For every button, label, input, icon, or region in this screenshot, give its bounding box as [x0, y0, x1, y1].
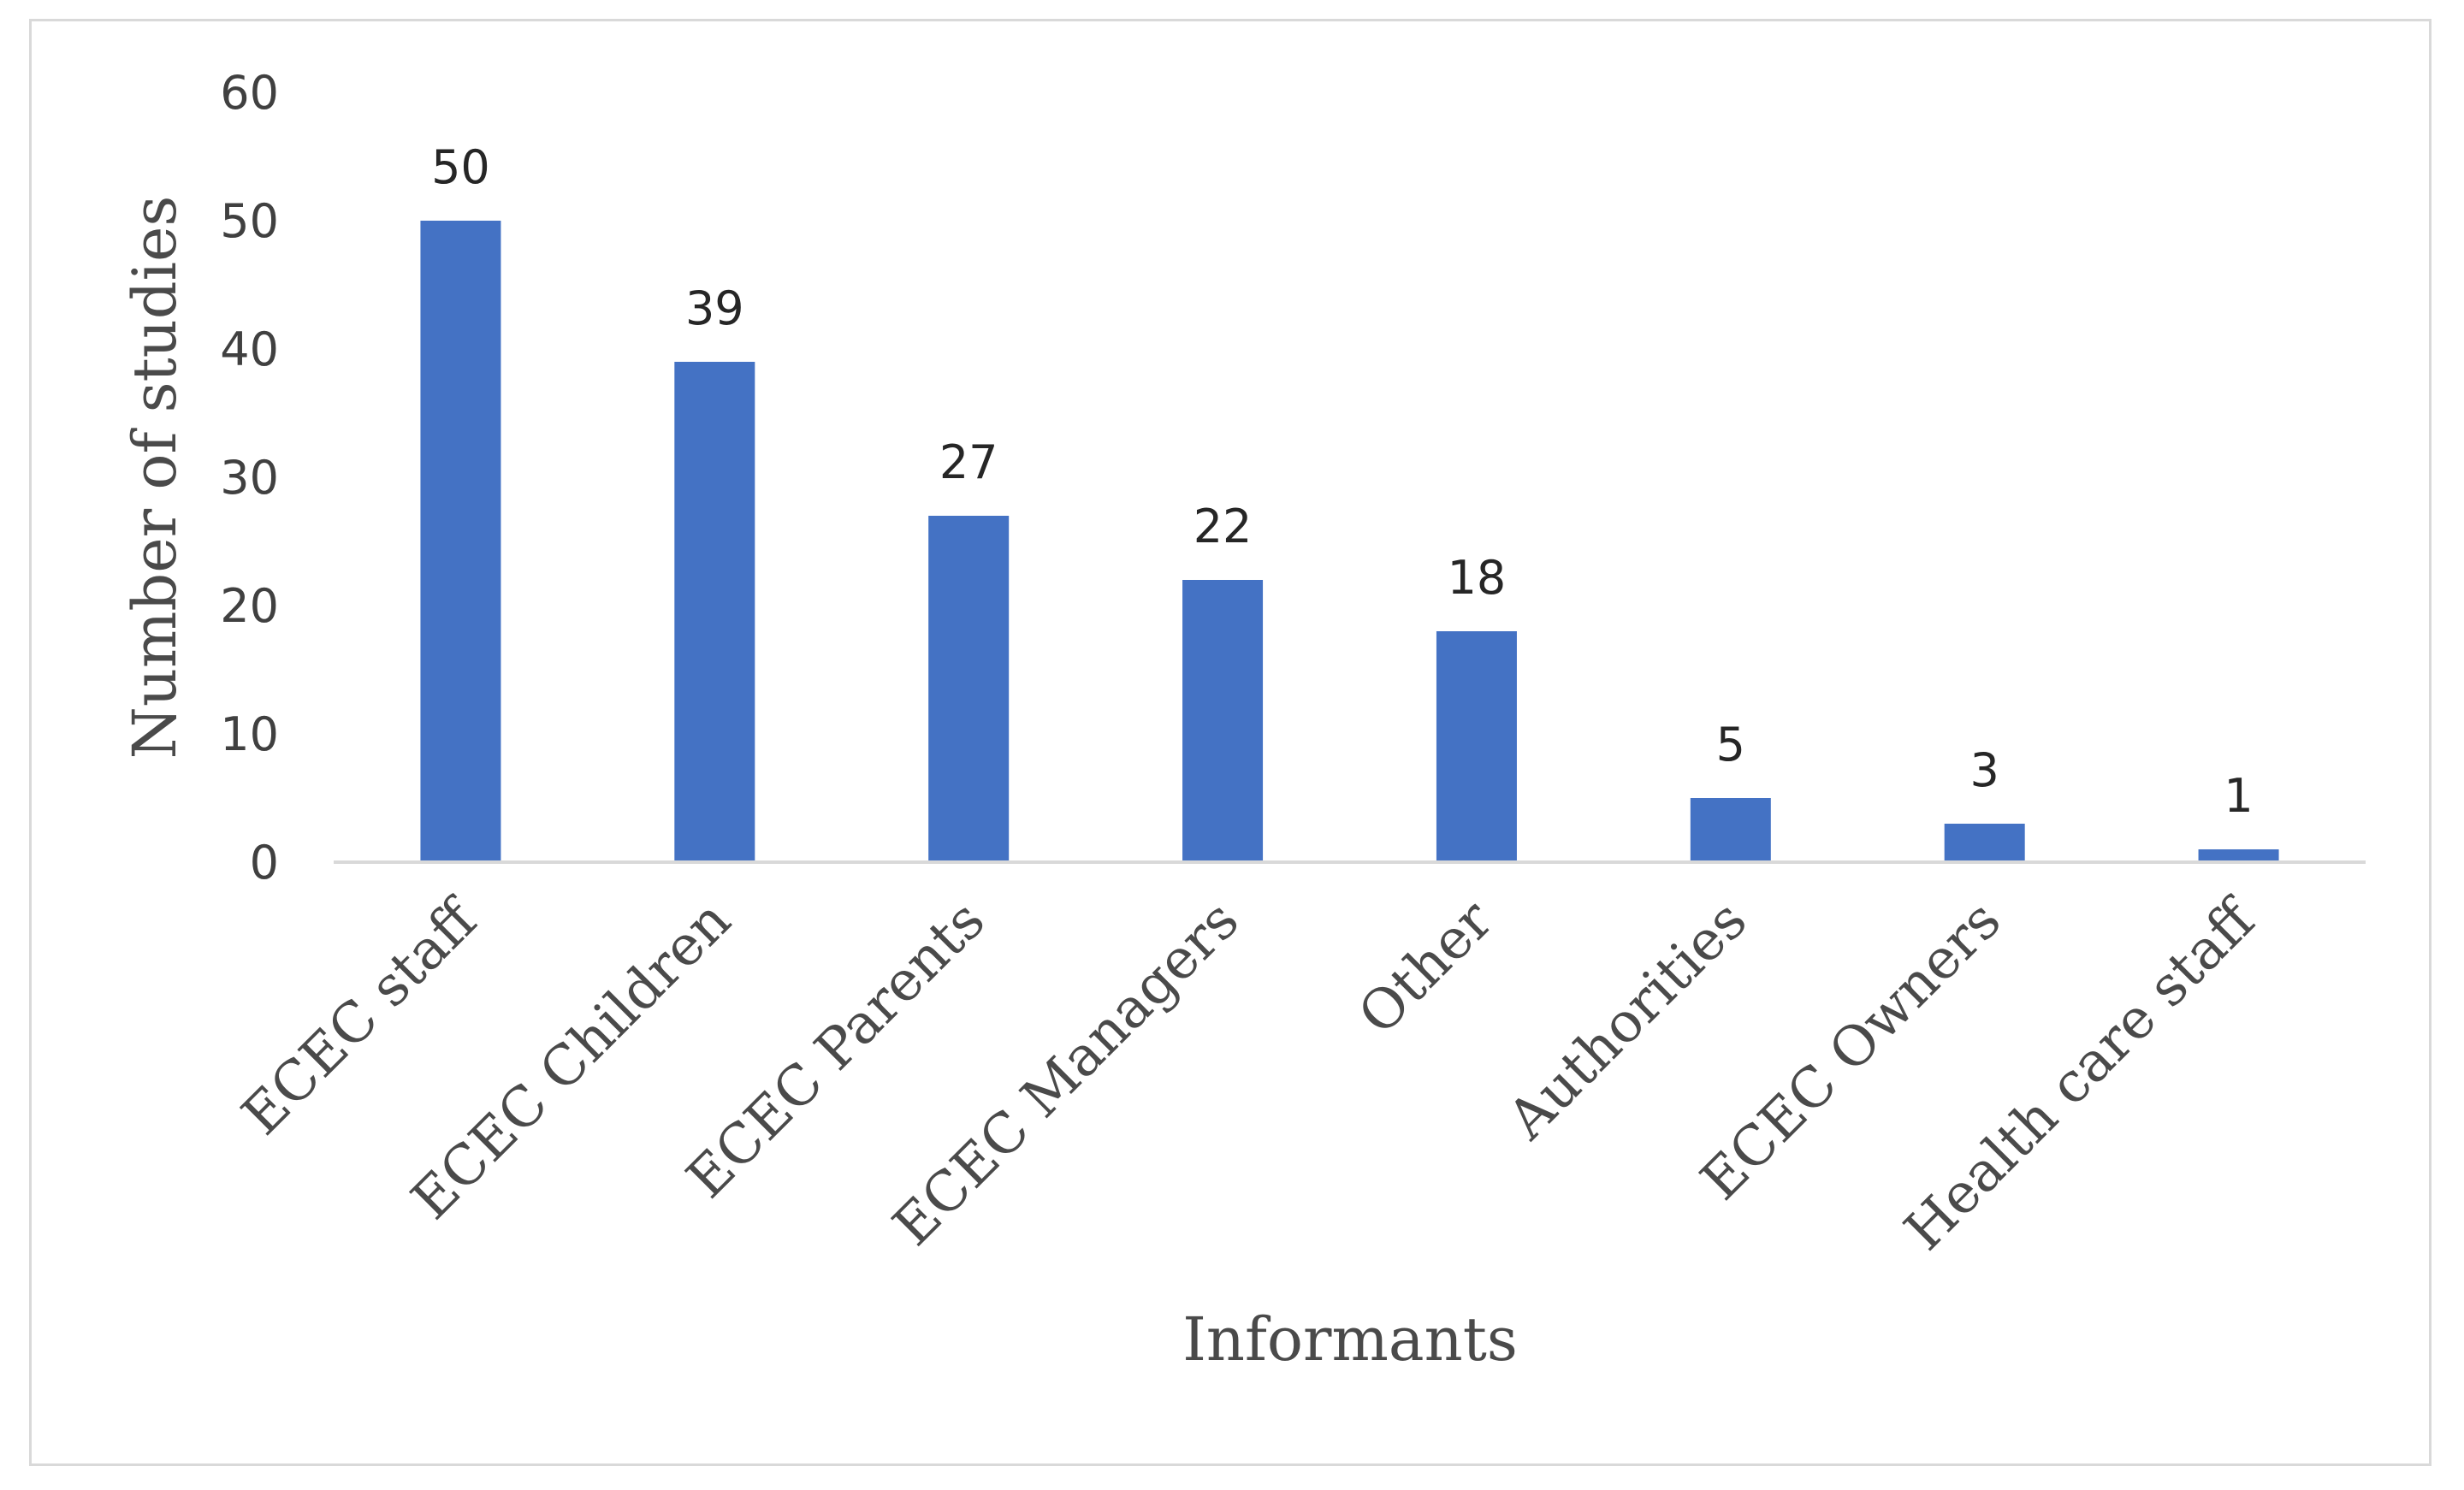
x-axis-title: Informants	[1182, 1304, 1518, 1375]
x-tick-label: Authorities	[1496, 889, 1759, 1152]
y-tick-label: 60	[220, 66, 279, 120]
y-tick-label: 40	[220, 322, 279, 376]
data-label: 1	[2224, 769, 2253, 823]
data-label: 18	[1448, 551, 1507, 605]
data-label: 3	[1970, 743, 1999, 797]
y-axis-ticks: 0 10 20 30 40 50 60	[220, 66, 279, 890]
data-labels: 50 39 27 22 18 5 3 1	[431, 140, 2254, 823]
data-label: 22	[1194, 500, 1253, 553]
data-label: 5	[1716, 718, 1745, 772]
data-label: 39	[685, 281, 744, 335]
bar	[420, 221, 501, 862]
y-axis-title: Number of studies	[120, 196, 190, 760]
bars	[420, 221, 2279, 862]
bar	[1182, 580, 1264, 862]
y-tick-label: 10	[220, 707, 279, 761]
x-tick-label: ECEC staff	[230, 886, 492, 1148]
x-tick-label: Other	[1347, 889, 1505, 1047]
data-label: 50	[431, 140, 490, 194]
bar	[1690, 798, 1771, 862]
bar	[928, 516, 1010, 862]
y-tick-label: 50	[220, 194, 279, 248]
bar	[674, 362, 755, 862]
bar	[1436, 631, 1517, 862]
y-tick-label: 20	[220, 579, 279, 633]
bar	[1944, 824, 2025, 862]
y-tick-label: 0	[250, 836, 279, 890]
y-tick-label: 30	[220, 451, 279, 505]
bar	[2198, 849, 2279, 862]
data-label: 27	[939, 435, 998, 489]
